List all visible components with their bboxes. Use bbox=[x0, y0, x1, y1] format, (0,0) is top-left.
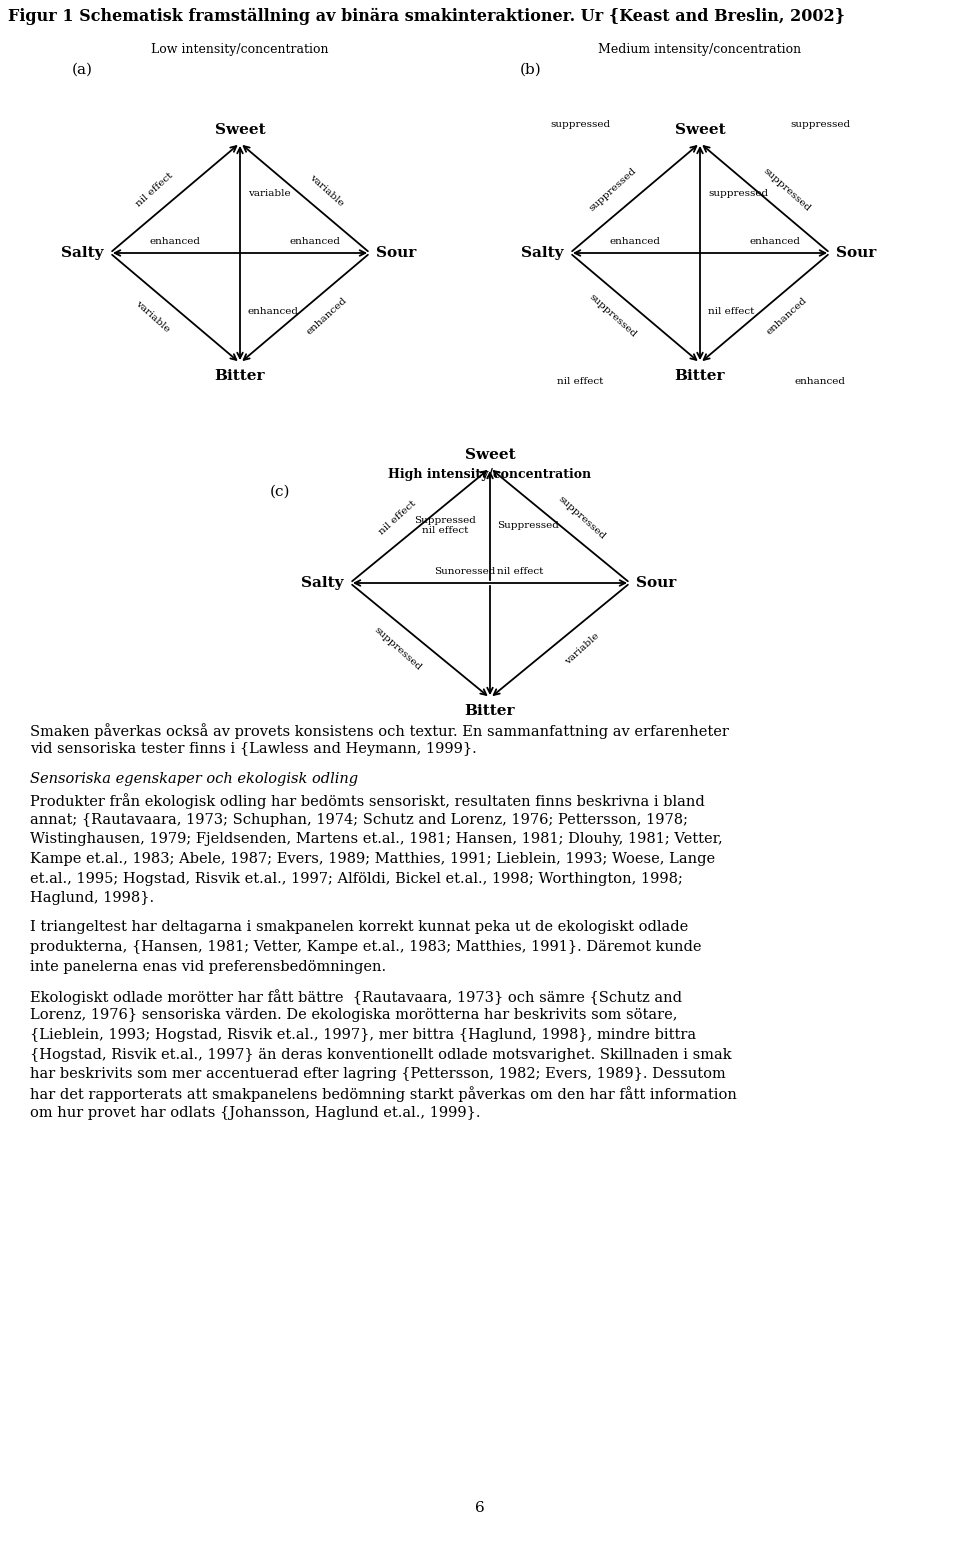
Text: Suppressed
nil effect: Suppressed nil effect bbox=[414, 515, 476, 535]
Text: nil effect: nil effect bbox=[708, 307, 755, 316]
Text: nil effect: nil effect bbox=[557, 376, 603, 386]
Text: Sour: Sour bbox=[376, 245, 417, 261]
Text: suppressed: suppressed bbox=[588, 293, 638, 339]
Text: Sour: Sour bbox=[836, 245, 876, 261]
Text: Salty: Salty bbox=[521, 245, 564, 261]
Text: enhanced: enhanced bbox=[795, 376, 846, 386]
Text: Figur 1 Schematisk framställning av binära smakinteraktioner. Ur {Keast and Bres: Figur 1 Schematisk framställning av binä… bbox=[8, 8, 845, 25]
Text: suppressed: suppressed bbox=[550, 120, 610, 130]
Text: suppressed: suppressed bbox=[557, 494, 608, 542]
Text: Sweet: Sweet bbox=[465, 447, 516, 461]
Text: variable: variable bbox=[134, 298, 172, 333]
Text: (a): (a) bbox=[72, 63, 93, 77]
Text: enhanced: enhanced bbox=[290, 238, 341, 245]
Text: High intensity/concentration: High intensity/concentration bbox=[389, 468, 591, 481]
Text: variable: variable bbox=[308, 173, 346, 208]
Text: enhanced: enhanced bbox=[248, 307, 299, 316]
Text: Medium intensity/concentration: Medium intensity/concentration bbox=[598, 43, 802, 56]
Text: Sweet: Sweet bbox=[215, 123, 265, 137]
Text: (b): (b) bbox=[520, 63, 541, 77]
Text: suppressed: suppressed bbox=[588, 167, 638, 213]
Text: {Hogstad, Risvik et.al., 1997} än deras konventionellt odlade motsvarighet. Skil: {Hogstad, Risvik et.al., 1997} än deras … bbox=[30, 1048, 732, 1062]
Text: har det rapporterats att smakpanelens bedömning starkt påverkas om den har fått : har det rapporterats att smakpanelens be… bbox=[30, 1086, 737, 1102]
Text: om hur provet har odlats {Johansson, Haglund et.al., 1999}.: om hur provet har odlats {Johansson, Hag… bbox=[30, 1106, 481, 1120]
Text: et.al., 1995; Hogstad, Risvik et.al., 1997; Alföldi, Bickel et.al., 1998; Worthi: et.al., 1995; Hogstad, Risvik et.al., 19… bbox=[30, 872, 683, 886]
Text: Sunoressed: Sunoressed bbox=[434, 566, 495, 576]
Text: Sweet: Sweet bbox=[675, 123, 726, 137]
Text: Salty: Salty bbox=[301, 576, 344, 589]
Text: Bitter: Bitter bbox=[215, 369, 265, 383]
Text: nil effect: nil effect bbox=[134, 171, 176, 208]
Text: Salty: Salty bbox=[61, 245, 104, 261]
Text: Low intensity/concentration: Low intensity/concentration bbox=[152, 43, 328, 56]
Text: enhanced: enhanced bbox=[750, 238, 801, 245]
Text: enhanced: enhanced bbox=[305, 296, 349, 336]
Text: enhanced: enhanced bbox=[610, 238, 660, 245]
Text: suppressed: suppressed bbox=[790, 120, 850, 130]
Text: 6: 6 bbox=[475, 1501, 485, 1515]
Text: Lorenz, 1976} sensoriska värden. De ekologiska morötterna har beskrivits som söt: Lorenz, 1976} sensoriska värden. De ekol… bbox=[30, 1009, 678, 1023]
Text: nil effect: nil effect bbox=[497, 566, 543, 576]
Text: enhanced: enhanced bbox=[150, 238, 201, 245]
Text: (c): (c) bbox=[270, 485, 291, 498]
Text: Wistinghausen, 1979; Fjeldsenden, Martens et.al., 1981; Hansen, 1981; Dlouhy, 19: Wistinghausen, 1979; Fjeldsenden, Marten… bbox=[30, 833, 723, 847]
Text: vid sensoriska tester finns i {Lawless and Heymann, 1999}.: vid sensoriska tester finns i {Lawless a… bbox=[30, 742, 477, 756]
Text: nil effect: nil effect bbox=[377, 498, 419, 537]
Text: Suppressed: Suppressed bbox=[497, 522, 559, 529]
Text: produkterna, {Hansen, 1981; Vetter, Kampe et.al., 1983; Matthies, 1991}. Däremot: produkterna, {Hansen, 1981; Vetter, Kamp… bbox=[30, 940, 702, 954]
Text: Ekologiskt odlade morötter har fått bättre  {Rautavaara, 1973} och sämre {Schutz: Ekologiskt odlade morötter har fått bätt… bbox=[30, 989, 682, 1004]
Text: variable: variable bbox=[248, 190, 291, 199]
Text: Sensoriska egenskaper och ekologisk odling: Sensoriska egenskaper och ekologisk odli… bbox=[30, 772, 358, 785]
Text: I triangeltest har deltagarna i smakpanelen korrekt kunnat peka ut de ekologiskt: I triangeltest har deltagarna i smakpane… bbox=[30, 921, 688, 935]
Text: Bitter: Bitter bbox=[465, 704, 516, 717]
Text: har beskrivits som mer accentuerad efter lagring {Pettersson, 1982; Evers, 1989}: har beskrivits som mer accentuerad efter… bbox=[30, 1068, 726, 1082]
Text: annat; {Rautavaara, 1973; Schuphan, 1974; Schutz and Lorenz, 1976; Pettersson, 1: annat; {Rautavaara, 1973; Schuphan, 1974… bbox=[30, 813, 688, 827]
Text: suppressed: suppressed bbox=[372, 625, 423, 671]
Text: Smaken påverkas också av provets konsistens och textur. En sammanfattning av erf: Smaken påverkas också av provets konsist… bbox=[30, 724, 729, 739]
Text: Produkter från ekologisk odling har bedömts sensoriskt, resultaten finns beskriv: Produkter från ekologisk odling har bedö… bbox=[30, 793, 705, 810]
Text: suppressed: suppressed bbox=[761, 167, 812, 213]
Text: Haglund, 1998}.: Haglund, 1998}. bbox=[30, 890, 155, 906]
Text: Kampe et.al., 1983; Abele, 1987; Evers, 1989; Matthies, 1991; Lieblein, 1993; Wo: Kampe et.al., 1983; Abele, 1987; Evers, … bbox=[30, 852, 715, 866]
Text: inte panelerna enas vid preferensbedömningen.: inte panelerna enas vid preferensbedömni… bbox=[30, 960, 386, 974]
Text: suppressed: suppressed bbox=[708, 190, 768, 199]
Text: variable: variable bbox=[564, 631, 601, 667]
Text: {Lieblein, 1993; Hogstad, Risvik et.al., 1997}, mer bittra {Haglund, 1998}, mind: {Lieblein, 1993; Hogstad, Risvik et.al.,… bbox=[30, 1028, 696, 1042]
Text: Sour: Sour bbox=[636, 576, 676, 589]
Text: enhanced: enhanced bbox=[765, 296, 809, 336]
Text: Bitter: Bitter bbox=[675, 369, 725, 383]
